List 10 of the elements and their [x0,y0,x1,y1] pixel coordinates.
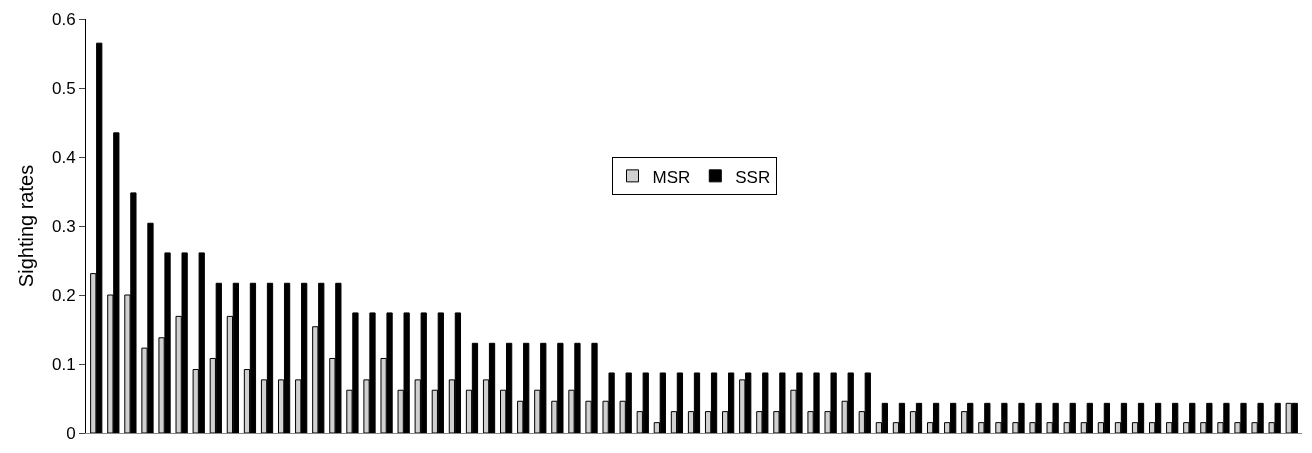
y-tick-label: 0.2 [51,285,76,305]
y-tick-label: 0.3 [51,216,76,236]
y-axis-title: Sighting rates [15,164,38,288]
y-tick-label: 0.5 [51,78,76,98]
y-tick-label: 0.4 [51,147,76,167]
y-tick-label: 0.6 [51,9,76,29]
legend-label: SSR [735,167,771,187]
y-tick-label: 0.1 [51,354,76,374]
y-tick-label: 0 [66,423,76,443]
legend-label: MSR [652,167,691,187]
